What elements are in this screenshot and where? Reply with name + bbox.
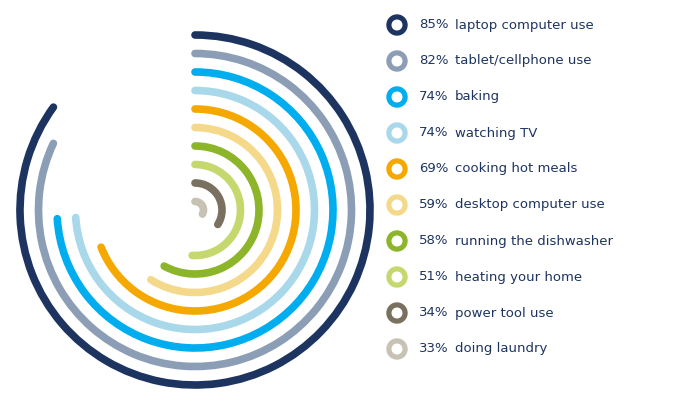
Text: doing laundry: doing laundry bbox=[455, 342, 547, 355]
Circle shape bbox=[387, 123, 407, 143]
Circle shape bbox=[387, 339, 407, 359]
Text: 85%: 85% bbox=[419, 18, 449, 32]
Circle shape bbox=[392, 128, 402, 138]
Text: baking: baking bbox=[455, 90, 500, 103]
Circle shape bbox=[392, 272, 402, 282]
Circle shape bbox=[387, 51, 407, 71]
Text: 69%: 69% bbox=[419, 163, 449, 176]
Text: 51%: 51% bbox=[419, 270, 449, 284]
Circle shape bbox=[387, 195, 407, 215]
Circle shape bbox=[387, 87, 407, 107]
Circle shape bbox=[387, 303, 407, 323]
Text: watching TV: watching TV bbox=[455, 126, 538, 139]
Text: 58%: 58% bbox=[419, 234, 449, 247]
Circle shape bbox=[387, 267, 407, 287]
Text: desktop computer use: desktop computer use bbox=[455, 199, 605, 212]
Circle shape bbox=[392, 164, 402, 174]
Text: 34%: 34% bbox=[419, 307, 449, 320]
Text: tablet/cellphone use: tablet/cellphone use bbox=[455, 55, 592, 68]
Circle shape bbox=[387, 15, 407, 35]
Circle shape bbox=[392, 344, 402, 354]
Circle shape bbox=[392, 236, 402, 246]
Text: 59%: 59% bbox=[419, 199, 449, 212]
Circle shape bbox=[392, 56, 402, 66]
Circle shape bbox=[392, 308, 402, 318]
Text: 82%: 82% bbox=[419, 55, 449, 68]
Circle shape bbox=[387, 159, 407, 179]
Circle shape bbox=[392, 20, 402, 30]
Text: heating your home: heating your home bbox=[455, 270, 582, 284]
Circle shape bbox=[387, 231, 407, 251]
Text: 33%: 33% bbox=[419, 342, 449, 355]
Text: power tool use: power tool use bbox=[455, 307, 554, 320]
Text: running the dishwasher: running the dishwasher bbox=[455, 234, 613, 247]
Text: laptop computer use: laptop computer use bbox=[455, 18, 594, 32]
Text: 74%: 74% bbox=[419, 90, 449, 103]
Text: cooking hot meals: cooking hot meals bbox=[455, 163, 578, 176]
Circle shape bbox=[392, 92, 402, 102]
Circle shape bbox=[392, 200, 402, 210]
Text: 74%: 74% bbox=[419, 126, 449, 139]
